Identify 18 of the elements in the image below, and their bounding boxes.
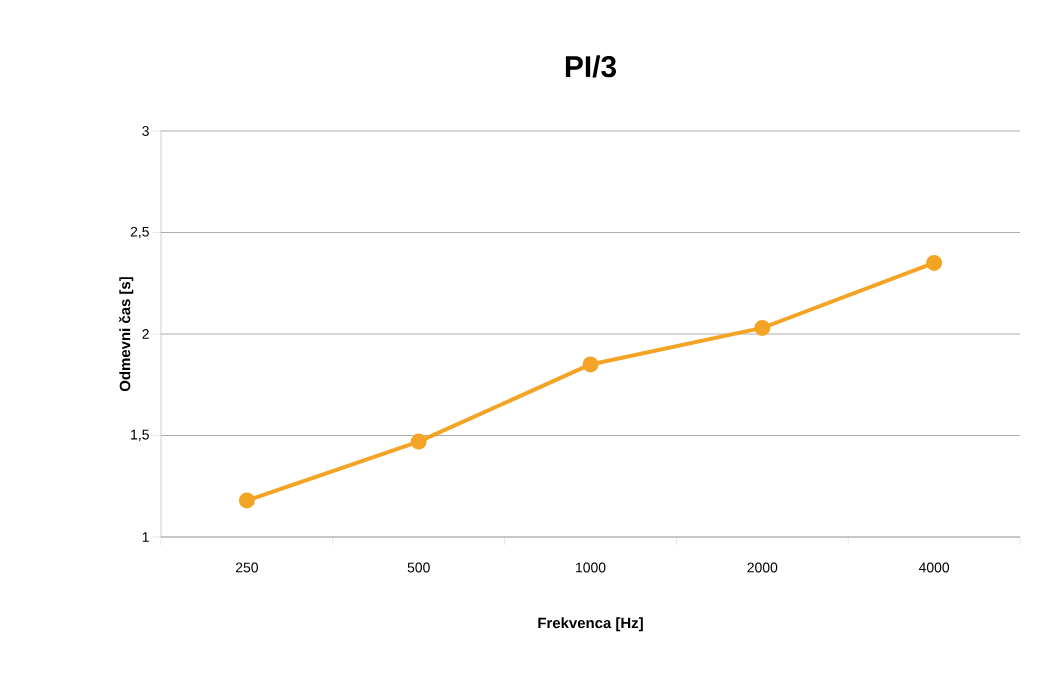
y-tick-label: 3 [142,126,149,136]
y-tick-label: 1 [142,532,149,542]
point [754,319,771,336]
x-tick-label: 2000 [747,562,778,573]
point [926,254,943,271]
point [238,492,255,509]
chart-title: PI/3 [565,55,617,78]
y-tick-label: 2,5 [130,226,149,239]
x-tick-label: 250 [235,562,258,573]
x-tick-label: 500 [407,562,430,573]
y-tick-label: 2 [142,329,149,339]
point [410,433,427,450]
x-axis-title: Frekvenca [Hz] [538,617,643,632]
x-tick-label: 4000 [918,562,950,573]
x-tick-label: 1000 [576,562,606,573]
y-tick-label: 1,5 [131,429,149,442]
y-axis-title: Odmevni čas [s] [118,277,134,392]
point [582,356,599,373]
